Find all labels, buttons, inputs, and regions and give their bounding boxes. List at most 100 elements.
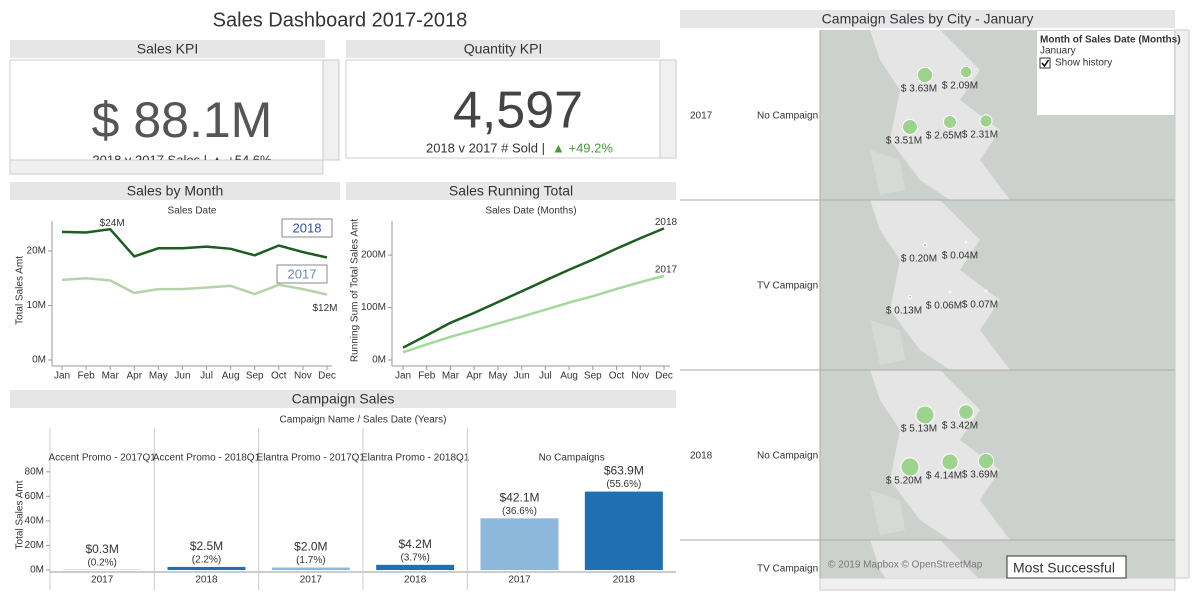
x-tick-label: Jul (200, 371, 213, 382)
panel-header (346, 40, 660, 58)
panel-title: Quantity KPI (464, 41, 543, 57)
map-land (820, 540, 886, 578)
x-tick-label: Sep (584, 371, 602, 382)
kpi-value: 4,597 (453, 82, 583, 140)
city-label: $ 2.65M (926, 131, 962, 142)
y-axis-title: Total Sales Amt (15, 480, 26, 549)
group-label: Accent Promo - 2018Q1 (153, 453, 261, 464)
series-end-label: 2017 (655, 265, 678, 276)
x-tick-label: 2017 (508, 575, 531, 586)
map-area (820, 30, 1175, 578)
city-label: $ 4.14M (926, 471, 962, 482)
x-tick-label: Nov (294, 371, 312, 382)
x-tick-label: 2018 (404, 575, 427, 586)
share-label: (0.2%) (87, 557, 116, 568)
y-tick-label: 40M (25, 516, 44, 527)
city-bubble (900, 457, 920, 477)
map-land (870, 320, 905, 365)
panel-header (10, 182, 340, 200)
map-land (870, 150, 905, 195)
city-bubble (942, 114, 958, 130)
city-bubble (916, 66, 934, 84)
x-tick-label: Jan (395, 371, 411, 382)
map-land (820, 200, 950, 370)
map-land (820, 30, 950, 200)
x-tick-label: Apr (466, 371, 482, 382)
share-label: (2.2%) (192, 555, 221, 566)
city-label: $ 2.09M (942, 81, 978, 92)
panel-title: Campaign Sales by City - January (822, 11, 1034, 27)
panel-title: Sales by Month (127, 183, 224, 199)
panel-header (10, 40, 325, 58)
panel-header (346, 182, 676, 200)
x-axis-title: Campaign Name / Sales Date (Years) (280, 415, 447, 426)
scrollbar (1174, 29, 1190, 579)
city-bubble (959, 65, 973, 79)
x-tick-label: 2018 (613, 575, 636, 586)
share-label: (1.7%) (296, 555, 325, 566)
y-tick-label: 20M (27, 246, 46, 257)
x-tick-label: May (149, 371, 168, 382)
series-line (61, 227, 328, 259)
y-tick-label: 100M (361, 302, 386, 313)
city-bubble (922, 242, 928, 248)
data-label: $12M (312, 303, 337, 314)
panel-title: Campaign Sales (292, 391, 395, 407)
value-label: $2.5M (190, 539, 223, 553)
kpi-box (345, 59, 661, 159)
group-label: Accent Promo - 2017Q1 (49, 453, 157, 464)
series-line (402, 274, 665, 354)
x-tick-label: Apr (126, 371, 142, 382)
kpi-comparison: 2018 v 2017 Sales | ▲ +54.6% (92, 152, 272, 167)
legend-month: January (1040, 46, 1076, 57)
x-tick-label: Aug (560, 371, 578, 382)
y-tick-label: 10M (27, 300, 46, 311)
kpi-change: ▲ +49.2% (552, 140, 613, 155)
row-campaign: No Campaign (757, 451, 818, 462)
row-campaign: No Campaign (757, 111, 818, 122)
x-tick-label: May (488, 371, 507, 382)
panel-title: Sales Running Total (449, 183, 573, 199)
city-label: $ 0.07M (962, 300, 998, 311)
annotation: Most Successful (1013, 560, 1115, 576)
y-tick-label: 0M (32, 355, 46, 366)
map-land (940, 370, 1175, 540)
legend-title: Month of Sales Date (Months) (1040, 35, 1181, 46)
checkbox[interactable] (1039, 57, 1051, 69)
kpi-comparison: 2018 v 2017 # Sold | (426, 140, 545, 155)
bar (376, 564, 455, 570)
bar (271, 567, 350, 570)
city-label: $ 3.69M (962, 470, 998, 481)
row-year: 2018 (690, 451, 713, 462)
y-tick-label: 0M (372, 355, 386, 366)
x-axis-title: Sales Date (Months) (485, 206, 576, 217)
legend-label: 2018 (293, 220, 322, 235)
x-tick-label: Jun (174, 371, 190, 382)
x-tick-label: Jul (539, 371, 552, 382)
y-axis-title: Total Sales Amt (15, 256, 26, 325)
panel-title: Sales KPI (137, 41, 198, 57)
x-axis-title: Sales Date (168, 206, 217, 217)
city-label: $ 5.13M (901, 424, 937, 435)
panel-header (10, 390, 676, 408)
y-tick-label: 200M (361, 250, 386, 261)
x-tick-label: Dec (655, 371, 673, 382)
y-tick-label: 60M (25, 491, 44, 502)
legend-box (281, 218, 333, 238)
scrollbar (322, 59, 340, 161)
x-tick-label: Oct (609, 371, 625, 382)
legend-box (276, 264, 328, 284)
row-campaign: TV Campaign (757, 281, 818, 292)
panel-header (680, 10, 1175, 28)
group-label: Elantra Promo - 2017Q1 (257, 453, 366, 464)
city-label: $ 3.63M (901, 84, 937, 95)
x-tick-label: Jun (514, 371, 530, 382)
value-label: $0.3M (85, 542, 118, 556)
y-tick-label: 0M (30, 565, 44, 576)
x-tick-label: Jan (54, 371, 70, 382)
value-label: $2.0M (294, 540, 327, 554)
annotation-box (1006, 555, 1127, 579)
series-line (61, 276, 328, 296)
legend-panel (1037, 31, 1174, 115)
